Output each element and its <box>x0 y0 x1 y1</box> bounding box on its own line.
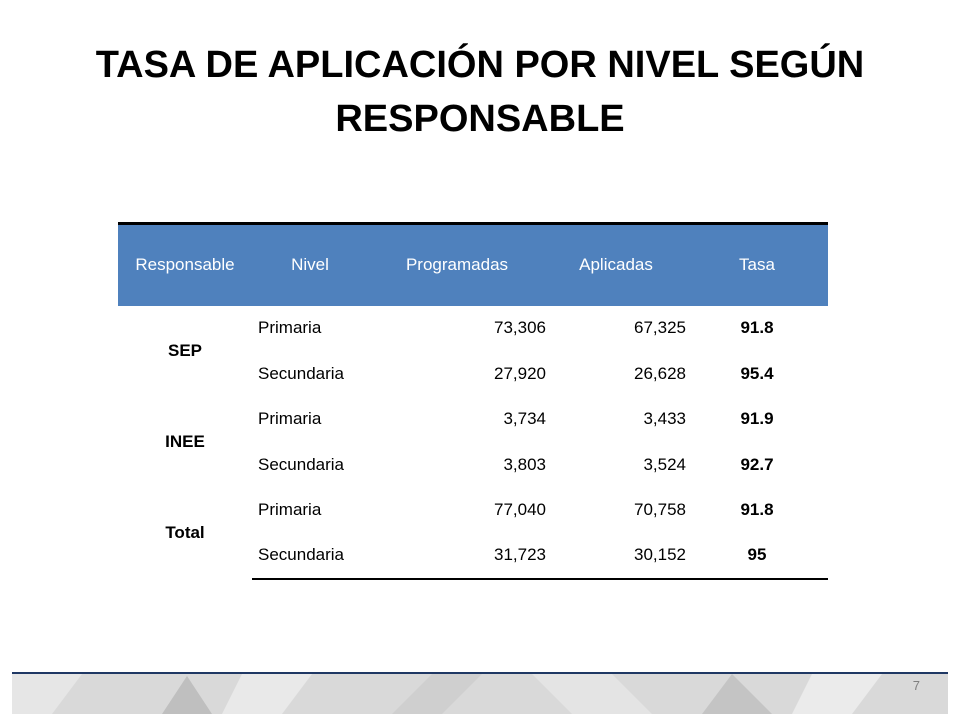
table-row: Secundaria 3,803 3,524 92.7 <box>118 442 828 488</box>
programadas-cell: 31,723 <box>368 533 546 580</box>
programadas-cell: 3,734 <box>503 409 546 429</box>
programadas-cell: 3,803 <box>503 454 546 474</box>
header-responsable: Responsable <box>118 222 252 306</box>
aplicadas-cell: 26,628 <box>634 363 686 383</box>
nivel-cell: Secundaria <box>258 363 345 383</box>
aplicadas-cell: 3,524 <box>643 454 686 474</box>
table-row: SEP Primaria 73,306 67,325 91.8 <box>118 306 828 360</box>
tasa-cell: 91.8 <box>740 500 774 520</box>
nivel-cell: Secundaria <box>252 533 368 580</box>
header-aplicadas: Aplicadas <box>546 222 686 306</box>
header-tasa: Tasa <box>686 222 828 306</box>
group-cell-total: Total <box>165 523 205 542</box>
table-header-row: Responsable Nivel Programadas Aplicadas … <box>118 222 828 306</box>
tasa-cell: 91.9 <box>740 409 774 429</box>
group-cell-sep: SEP <box>167 341 203 360</box>
data-table-container: Responsable Nivel Programadas Aplicadas … <box>118 222 828 580</box>
tasa-cell: 91.8 <box>740 318 774 338</box>
table-row: INEE Primaria 3,734 3,433 91.9 <box>118 397 828 451</box>
table-row: Secundaria 31,723 30,152 95 <box>118 533 828 580</box>
header-nivel: Nivel <box>252 222 368 306</box>
aplicadas-cell: 3,433 <box>643 409 686 429</box>
header-programadas: Programadas <box>368 222 546 306</box>
tasa-cell: 95.4 <box>740 363 774 383</box>
aplicadas-cell: 67,325 <box>634 318 686 338</box>
table-row: Secundaria 27,920 26,628 95.4 <box>118 351 828 397</box>
group-cell-inee: INEE <box>165 432 205 451</box>
programadas-cell: 73,306 <box>494 318 546 338</box>
data-table: Responsable Nivel Programadas Aplicadas … <box>118 222 828 580</box>
aplicadas-cell: 30,152 <box>546 533 686 580</box>
page-number: 7 <box>912 678 920 693</box>
table-row: Total Primaria 77,040 70,758 91.8 <box>118 488 828 542</box>
programadas-cell: 77,040 <box>494 500 546 520</box>
footer-pattern <box>12 674 882 714</box>
footer-decoration-bar <box>12 672 948 714</box>
nivel-cell: Primaria <box>258 500 322 520</box>
nivel-cell: Primaria <box>258 318 322 338</box>
aplicadas-cell: 70,758 <box>634 500 686 520</box>
programadas-cell: 27,920 <box>494 363 546 383</box>
tasa-cell: 92.7 <box>740 454 774 474</box>
nivel-cell: Primaria <box>258 409 322 429</box>
tasa-cell: 95 <box>686 533 828 580</box>
slide-title: TASA DE APLICACIÓN POR NIVEL SEGÚN RESPO… <box>95 44 865 140</box>
nivel-cell: Secundaria <box>258 454 345 474</box>
